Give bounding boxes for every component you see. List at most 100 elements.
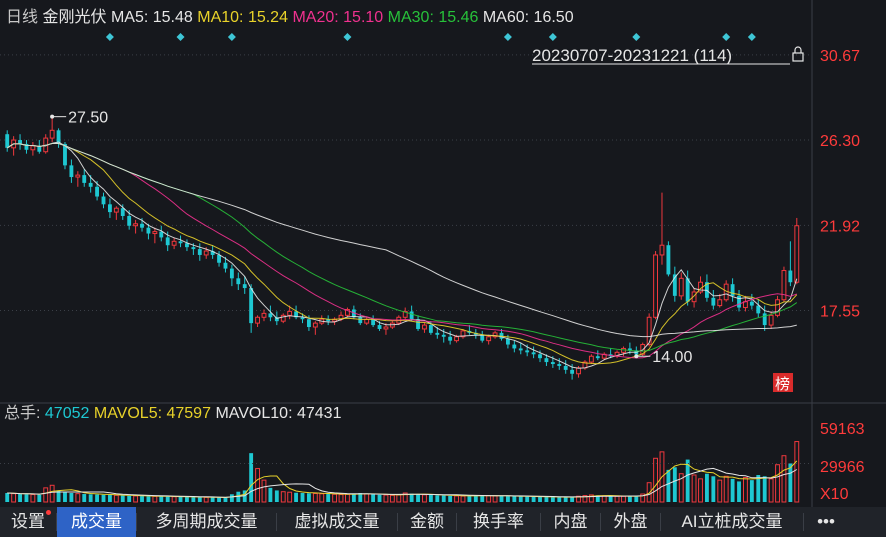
tab-more[interactable]: •••	[817, 512, 835, 531]
candle	[5, 130, 10, 152]
candle	[312, 321, 318, 335]
candle	[280, 313, 286, 324]
volume-bar	[595, 495, 600, 502]
candle	[512, 340, 517, 353]
volume-bar	[113, 494, 119, 503]
tab-3[interactable]: 虚拟成交量	[294, 512, 380, 531]
ma-value: 15.24	[248, 9, 288, 26]
candle-body	[280, 314, 286, 322]
volume-tick-label: X10	[820, 486, 849, 503]
candle	[56, 128, 61, 148]
volume-bar	[107, 495, 112, 502]
volume-bar	[499, 496, 504, 502]
candle	[518, 342, 523, 355]
event-marker[interactable]	[503, 33, 512, 41]
candle	[159, 225, 164, 242]
tab-4[interactable]: 金额	[410, 512, 444, 531]
candle	[531, 346, 536, 359]
tab-7[interactable]: 外盘	[613, 512, 648, 531]
candle-body	[120, 208, 125, 216]
volume-bar	[88, 494, 93, 502]
candle-body	[165, 237, 170, 246]
candle	[63, 141, 67, 170]
event-marker[interactable]	[722, 33, 731, 41]
tab-6[interactable]: 内盘	[553, 512, 588, 531]
tab-2[interactable]: 多周期成交量	[155, 512, 258, 531]
price-legend: 日线 金刚光伏 MA5: 15.48 MA10: 15.24 MA20: 15.…	[6, 8, 574, 26]
volume-bar	[377, 494, 382, 502]
chart-labels: 30.67 26.30 21.92 17.55 27.50 14.00 59163 29966…	[4, 8, 865, 503]
volume-bar	[435, 495, 440, 502]
candle-body	[788, 270, 793, 283]
volume-bar	[717, 479, 723, 503]
candle-body	[653, 254, 658, 318]
candle-body	[69, 165, 74, 178]
candle-body	[268, 313, 273, 318]
candle-body	[550, 362, 555, 365]
candle-body	[146, 227, 151, 234]
event-marker[interactable]	[105, 33, 114, 41]
tab-separator	[276, 513, 277, 531]
volume-bar	[704, 473, 709, 502]
volume-bar	[300, 493, 305, 502]
period-label: 日线	[6, 8, 38, 26]
candle	[364, 317, 370, 326]
candle	[229, 264, 234, 287]
candle-body	[63, 143, 67, 166]
candle	[762, 305, 767, 331]
event-marker[interactable]	[747, 33, 756, 41]
volume-bar	[338, 494, 344, 503]
tab-8[interactable]: AI立桩成交量	[681, 512, 783, 531]
ma-value: 15.10	[343, 9, 383, 26]
event-marker[interactable]	[343, 33, 352, 41]
candle-body	[159, 231, 164, 238]
tab-settings[interactable]: 设置	[11, 512, 45, 531]
volume-bar	[634, 496, 639, 502]
candle-body	[512, 344, 517, 349]
volume-legend: 总手: 47052 MAVOL5: 47597 MAVOL10: 47431	[4, 404, 342, 422]
candle	[775, 295, 780, 318]
candle-body	[570, 369, 575, 374]
max-price-label: 27.50	[68, 110, 108, 127]
volume-bar	[223, 497, 228, 502]
tab-5[interactable]: 换手率	[473, 512, 524, 531]
candle	[185, 239, 189, 252]
candle-body	[646, 316, 652, 346]
candle-body	[666, 245, 671, 275]
volume-bar	[82, 494, 87, 502]
candle	[107, 198, 112, 218]
volume-bar	[422, 494, 427, 503]
candle-body	[627, 348, 632, 351]
ma-label: MA30:	[388, 9, 434, 26]
event-marker[interactable]	[548, 33, 557, 41]
candle	[480, 330, 485, 343]
candle-body	[383, 326, 389, 330]
candle-body	[486, 336, 492, 342]
event-marker[interactable]	[227, 33, 236, 41]
tab-separator	[803, 513, 804, 531]
candle	[492, 330, 498, 339]
lock-shackle	[794, 46, 802, 53]
event-marker[interactable]	[632, 33, 641, 41]
volume-bar	[287, 491, 293, 503]
price-tick-label: 17.55	[820, 303, 860, 320]
price-panel	[0, 0, 886, 507]
tab-1[interactable]: 成交量	[57, 507, 136, 537]
rank-badge[interactable]	[773, 373, 793, 392]
candle	[261, 309, 267, 322]
total-volume-label: 总手:	[4, 404, 40, 422]
lock-icon[interactable]	[792, 46, 804, 62]
volume-bar	[640, 493, 646, 503]
volume-bar	[294, 492, 299, 502]
volume-bar	[794, 441, 800, 503]
candle-body	[371, 319, 376, 326]
candle-body	[544, 358, 549, 363]
volume-bar	[775, 464, 780, 503]
candle	[326, 315, 331, 326]
volume-bar	[312, 493, 318, 503]
event-marker[interactable]	[176, 33, 185, 41]
volume-bar	[152, 495, 158, 503]
volume-bar	[480, 495, 485, 502]
candle	[24, 140, 29, 154]
volume-bar	[538, 496, 542, 502]
